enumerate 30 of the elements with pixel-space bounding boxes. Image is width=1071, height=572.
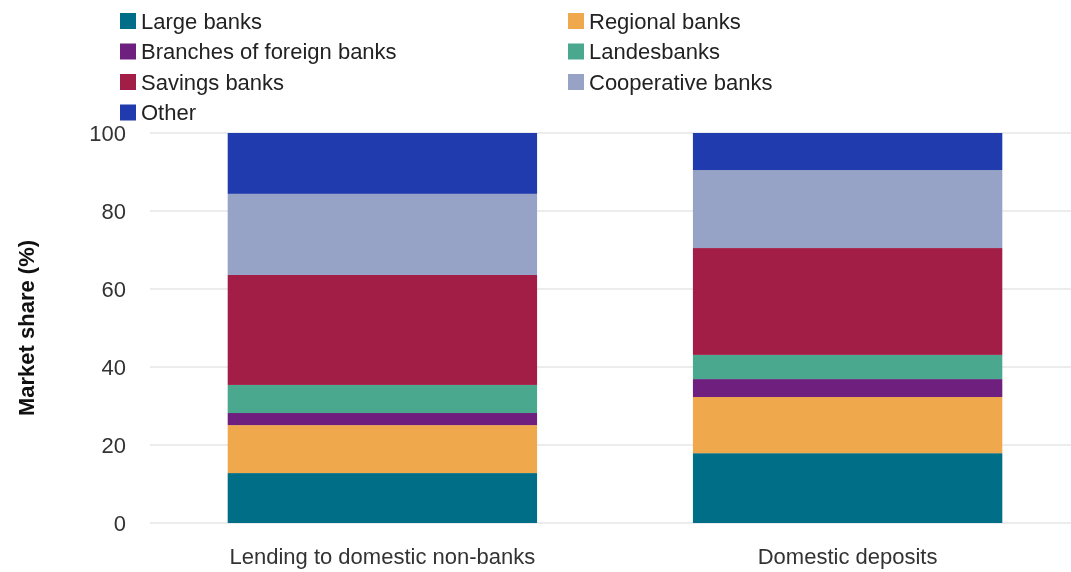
y-axis-title: Market share (%)	[14, 239, 39, 417]
y-tick-label: 80	[101, 198, 126, 224]
bar	[692, 354, 1003, 380]
legend-label: Cooperative banks	[589, 69, 773, 95]
bar	[692, 453, 1003, 523]
bar	[227, 473, 538, 523]
x-tick-label: Lending to domestic non-banks	[229, 544, 536, 569]
bar	[692, 248, 1003, 355]
bar	[227, 133, 538, 194]
bar	[692, 133, 1003, 171]
legend-label: Savings banks	[141, 69, 285, 95]
legend-label: Branches of foreign banks	[141, 39, 397, 65]
legend-label: Regional banks	[589, 8, 741, 34]
legend-label: Landesbanks	[589, 39, 720, 65]
bar	[227, 413, 538, 426]
y-tick-label: 40	[101, 354, 126, 380]
bar	[227, 274, 538, 385]
bar	[692, 379, 1003, 398]
legend-label: Other	[141, 100, 197, 126]
bar	[227, 384, 538, 414]
y-tick-label: 0	[113, 510, 126, 536]
bar	[692, 397, 1003, 454]
y-tick-label: 20	[101, 432, 126, 458]
bar	[227, 193, 538, 275]
legend-label: Large banks	[141, 8, 263, 34]
x-tick-label: Domestic deposits	[757, 544, 938, 569]
y-tick-label: 60	[101, 276, 126, 302]
bar	[227, 425, 538, 474]
bar	[692, 170, 1003, 249]
y-tick-label: 100	[89, 120, 126, 146]
